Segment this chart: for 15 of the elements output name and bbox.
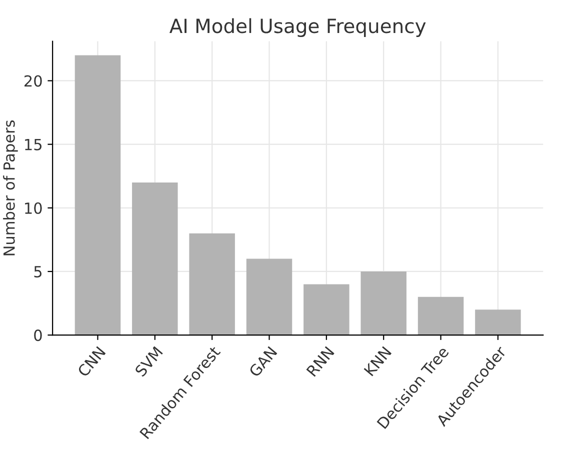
chart-title: AI Model Usage Frequency	[169, 18, 426, 38]
y-tick-label: 10	[25, 202, 42, 214]
bar	[246, 258, 292, 336]
y-tick-label: 0	[34, 330, 42, 342]
y-axis-title: Number of Papers	[3, 120, 18, 256]
bar	[304, 284, 350, 336]
bar	[475, 310, 521, 336]
bar	[189, 233, 235, 336]
bar	[132, 182, 178, 336]
y-tick-label: 5	[34, 266, 42, 278]
bar	[418, 296, 464, 336]
bar	[74, 55, 121, 336]
y-tick-label: 20	[24, 75, 42, 87]
bar	[360, 271, 406, 336]
y-tick-label: 15	[25, 138, 42, 150]
